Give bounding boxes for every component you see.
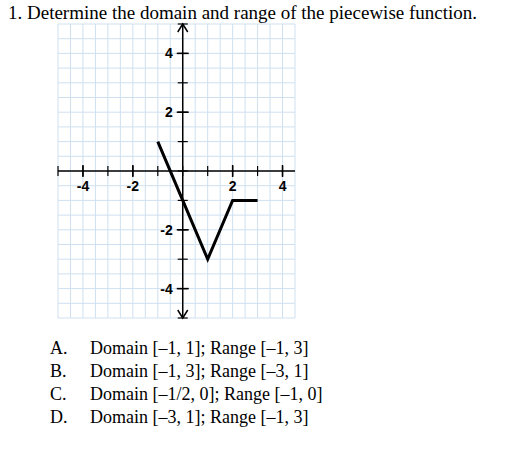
tick-mark bbox=[178, 170, 188, 171]
tick-mark bbox=[178, 317, 188, 318]
y-tick bbox=[177, 53, 189, 55]
x-tick-label: 2 bbox=[229, 178, 237, 194]
y-tick bbox=[177, 111, 189, 113]
choice-text: Domain [–3, 1]; Range [–1, 3] bbox=[90, 407, 308, 428]
choice-text: Domain [–1, 3]; Range [–3, 1] bbox=[90, 361, 308, 382]
tick-mark bbox=[178, 229, 188, 230]
tick-mark bbox=[178, 23, 188, 24]
grid-line bbox=[58, 288, 295, 289]
question: 1. Determine the domain and range of the… bbox=[8, 2, 477, 24]
choice-text: Domain [–1/2, 0]; Range [–1, 0] bbox=[90, 384, 322, 405]
choice-letter: B. bbox=[50, 361, 67, 382]
choice-letter: D. bbox=[50, 407, 68, 428]
x-tick bbox=[282, 165, 284, 177]
tick-mark bbox=[178, 53, 188, 54]
grid-line bbox=[58, 200, 295, 201]
tick-mark bbox=[132, 166, 133, 176]
grid-line bbox=[58, 97, 295, 98]
tick-mark bbox=[178, 82, 188, 83]
grid-line bbox=[58, 273, 295, 274]
grid bbox=[58, 24, 295, 318]
y-tick bbox=[177, 288, 189, 290]
y-tick-label: 4 bbox=[165, 45, 173, 61]
x-tick-label: 4 bbox=[279, 178, 287, 194]
graph: -4 -2 2 4 -4 -2 2 4 bbox=[0, 0, 515, 451]
x-tick bbox=[232, 165, 234, 177]
choice-letter: C. bbox=[50, 384, 67, 405]
y-axis-arrow bbox=[178, 24, 188, 32]
choice-text: Domain [–1, 1]; Range [–1, 3] bbox=[90, 338, 308, 359]
x-tick-label: -4 bbox=[77, 178, 90, 194]
y-tick-label: -4 bbox=[160, 281, 173, 297]
grid-line bbox=[58, 68, 295, 69]
grid-line bbox=[58, 141, 295, 142]
x-tick-label: -2 bbox=[127, 178, 140, 194]
x-axis bbox=[58, 170, 295, 172]
choice-letter: A. bbox=[50, 338, 68, 359]
grid-line bbox=[58, 38, 295, 39]
grid-line bbox=[58, 24, 295, 25]
y-axis-arrow bbox=[178, 310, 188, 318]
axes: -4 -2 2 4 -4 -2 2 4 bbox=[58, 24, 295, 318]
tick-mark bbox=[207, 166, 208, 176]
function-line bbox=[158, 142, 258, 260]
tick-mark bbox=[232, 166, 233, 176]
x-tick bbox=[132, 165, 134, 177]
grid-line bbox=[58, 126, 295, 127]
x-tick bbox=[82, 165, 84, 177]
tick-mark bbox=[282, 166, 283, 176]
grid-line bbox=[58, 215, 295, 216]
tick-mark bbox=[178, 288, 188, 289]
tick-mark bbox=[82, 166, 83, 176]
grid-line bbox=[58, 318, 295, 319]
grid-line bbox=[58, 53, 295, 54]
grid-line bbox=[58, 171, 295, 172]
tick-mark bbox=[257, 166, 258, 176]
tick-mark bbox=[178, 112, 188, 113]
grid-line bbox=[58, 259, 295, 260]
tick-mark bbox=[157, 166, 158, 176]
grid-line bbox=[58, 112, 295, 113]
tick-mark bbox=[107, 166, 108, 176]
grid-line bbox=[58, 229, 295, 230]
y-tick bbox=[177, 229, 189, 231]
grid-line bbox=[58, 156, 295, 157]
tick-mark bbox=[178, 141, 188, 142]
grid-line bbox=[58, 244, 295, 245]
y-tick-label: -2 bbox=[160, 222, 173, 238]
data bbox=[158, 142, 258, 260]
grid-line bbox=[58, 303, 295, 304]
grid-line bbox=[58, 82, 295, 83]
tick-mark bbox=[178, 259, 188, 260]
tick-mark bbox=[57, 166, 58, 176]
y-tick-label: 2 bbox=[165, 104, 173, 120]
